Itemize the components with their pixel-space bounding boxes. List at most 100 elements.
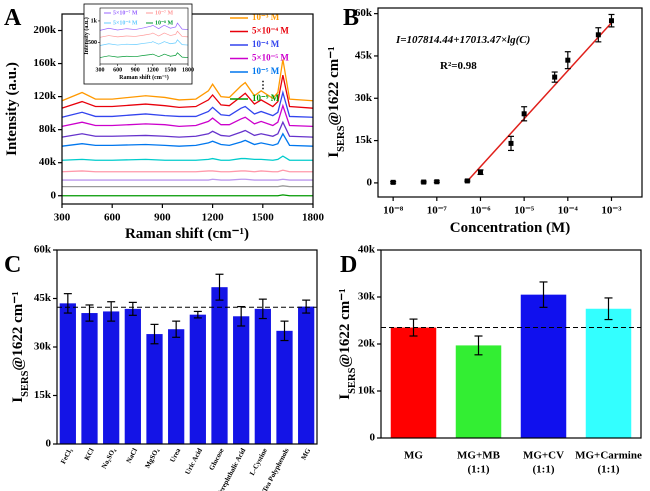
legend-label: 10⁻⁹ M [252,93,280,103]
y-tick-label: 200k [33,24,57,36]
y-tick-label: 0 [367,176,373,188]
error-bar [302,299,311,314]
x-tick-label: MG+MB [457,450,501,462]
legend-label: 10⁻⁸ M [155,20,173,26]
plot-frame [380,249,642,439]
panel-label: C [4,252,21,278]
x-tick-label: MG+Carmine [575,450,642,462]
y-axis-label-sub: SERS [336,125,347,151]
y-tick-label: 0 [46,438,52,450]
error-bar [474,335,483,356]
bar [81,313,98,444]
x-tick-label: 1800 [182,67,194,73]
x-tick-label: 300 [96,67,105,73]
y-tick-label: 40k [358,244,376,256]
data-point [595,32,601,38]
y-tick-label: 30k [34,341,52,353]
y-tick-label: 15k [34,389,52,401]
x-tick-label: 10⁻⁵ [514,205,535,217]
equation-annotation: I=107814.44+17013.47×lg(C) [395,34,530,46]
x-tick-label: 1500 [252,212,275,224]
y-axis-label: ISERS@1622 cm⁻¹ [337,288,358,399]
legend-label: 5×10⁻⁴ M [252,26,289,36]
error-bar [172,320,181,338]
panel-label: B [343,5,359,31]
spectrum-line [61,120,314,138]
y-tick-label: 60k [34,244,52,256]
bar [520,294,567,438]
y-tick-label: 160k [33,57,57,69]
error-bar [215,273,224,301]
x-tick-label: MG [404,450,423,462]
y-axis-label-rest: @1622 cm⁻¹ [10,291,26,370]
spectrum-line [61,103,314,128]
y-axis-label: ISERS@1622 cm⁻¹ [326,46,347,157]
y-tick-label: 0 [51,189,57,201]
bar [233,316,250,444]
y-axis-label-sub: SERS [347,367,358,393]
legend-ellipsis: ⋮ [258,80,268,91]
y-tick-label: 60k [355,7,373,19]
x-tick-label: 10⁻⁴ [558,205,579,217]
spectrum-line [61,59,314,102]
bar [168,329,185,444]
legend-label: 10⁻⁵ M [252,66,280,76]
bar [254,308,271,444]
data-point [508,140,514,146]
data-point [521,111,527,117]
bar [585,308,632,438]
x-tick-label: (1:1) [533,464,555,476]
x-tick-label: 10⁻⁸ [383,205,404,217]
error-bar [63,293,72,314]
data-point [565,57,571,63]
panel-label: A [4,5,22,31]
error-bar [258,298,267,320]
x-tick-label: MG+CV [523,450,564,462]
plot-frame [377,7,643,198]
bar [390,327,437,438]
legend-label: 5×10⁻⁸ M [113,20,138,26]
r-squared-annotation: R²=0.98 [440,60,477,72]
legend-label: 5×10⁻⁷ M [113,10,138,16]
y-axis-label-rest: @1622 cm⁻¹ [326,46,342,125]
x-axis-label: Raman shift (cm⁻¹) [125,226,249,242]
y-tick-label: 40k [39,156,57,168]
y-axis-label: ISERS@1622 cm⁻¹ [10,291,31,402]
error-bar [237,305,246,327]
bar [59,303,76,444]
x-tick-label: 10⁻⁷ [427,205,448,217]
y-axis-label-main: I [337,394,353,400]
y-tick-label: 15k [355,134,373,146]
x-tick-label: 1500 [164,67,176,73]
bar [189,314,206,444]
y-tick-label: 30k [355,92,373,104]
legend-label: 10⁻³ M [252,12,280,22]
x-tick-label: 900 [154,212,171,224]
y-tick-label: 1k [91,18,98,24]
y-tick-label: 500 [88,40,97,46]
x-tick-label: 1800 [302,212,325,224]
x-tick-label: (1:1) [598,464,620,476]
error-bar [150,323,159,345]
bar [103,311,120,444]
bar [211,287,228,444]
error-bar [128,301,137,316]
data-point [434,179,440,185]
y-tick-label: 0 [370,432,376,444]
spectrum-line [61,74,314,109]
spectrum-line [61,89,314,118]
data-point [464,178,470,184]
error-bar [280,320,289,342]
x-axis-label: Concentration (M) [450,220,570,236]
error-bar [539,281,548,308]
bar [124,308,141,444]
error-bar [604,297,613,321]
y-tick-label: 30k [358,291,376,303]
y-axis-label-main: I [326,152,342,158]
error-bar [193,310,202,319]
x-tick-label: 1200 [147,67,159,73]
data-point [390,179,396,185]
y-tick-label: 10k [358,385,376,397]
y-tick-label: 120k [33,90,57,102]
